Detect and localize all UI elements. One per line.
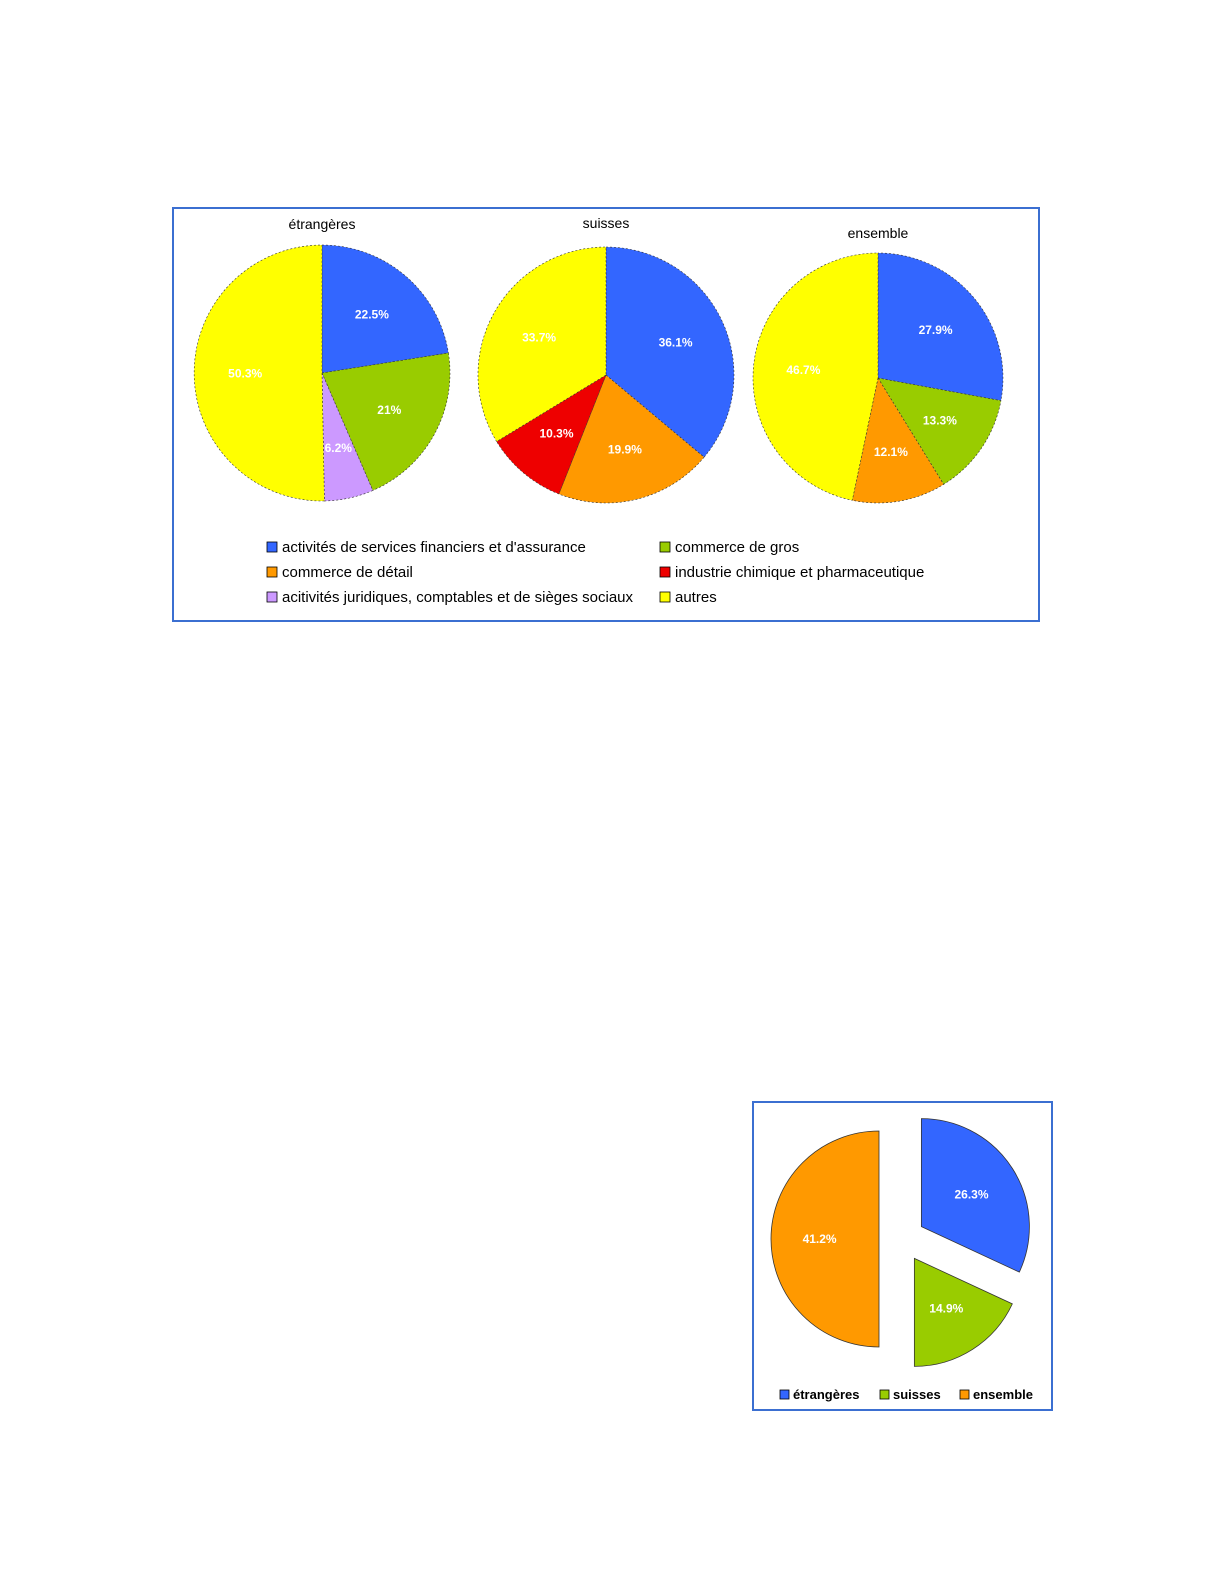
legend-item-autres: autres: [659, 589, 717, 606]
slice-label: 21%: [377, 403, 401, 417]
pie-slice-commerce-de-gros: [321, 352, 451, 491]
pie-ensemble: ensemble 27.9% 13.3% 12.1% 46.7%: [752, 225, 1004, 504]
legend-swatch: [879, 1389, 890, 1400]
legend-label: activités de services financiers et d'as…: [282, 539, 586, 556]
legend-swatch: [266, 566, 278, 578]
slice-label: 46.7%: [786, 363, 820, 377]
legend-label: ensemble: [973, 1387, 1033, 1402]
legend: activités de services financiers et d'as…: [266, 539, 924, 606]
slice-label: 13.3%: [923, 413, 957, 427]
pie-title: étrangères: [289, 216, 356, 232]
slice-label: 50.3%: [228, 367, 262, 381]
slice-label: 41.2%: [803, 1232, 837, 1246]
legend-swatch: [659, 591, 671, 603]
pie-slice-commerce-de-detail: [851, 377, 945, 504]
slice-label: 27.9%: [919, 323, 953, 337]
pie-slice-activites-de-services-financiers-et-d-assurance: [605, 246, 735, 458]
slice-label: 6.2%: [325, 441, 353, 455]
legend-item-etrangeres: étrangères: [779, 1387, 859, 1402]
pie-slice-suisses: [913, 1257, 1013, 1367]
slice-label: 26.3%: [954, 1188, 988, 1202]
pie-title: suisses: [583, 215, 630, 231]
legend-swatch: [659, 541, 671, 553]
legend-swatch: [266, 541, 278, 553]
pie-slice-autres: [477, 246, 607, 442]
share-pie-chart: 26.3% 14.9% 41.2% étrangères suisses ensemble: [752, 1101, 1053, 1411]
legend-label: acitivités juridiques, comptables et de …: [282, 589, 634, 606]
pie-slice-commerce-de-detail: [558, 374, 705, 504]
pie-slice-commerce-de-gros: [877, 377, 1002, 485]
legend-swatch: [959, 1389, 970, 1400]
legend-item-industrie-chimique-et-pharmaceutique: industrie chimique et pharmaceutique: [659, 564, 924, 581]
legend-label: industrie chimique et pharmaceutique: [675, 564, 924, 581]
legend-item-acitivites-juridiques-comptables-et-de-sieges-sociaux: acitivités juridiques, comptables et de …: [266, 589, 634, 606]
sector-pie-charts: étrangères 22.5% 21% 6.2% 50.3% suisses 36.1% 1…: [172, 207, 1040, 622]
legend-item-ensemble: ensemble: [959, 1387, 1033, 1402]
exploded-pie: 26.3% 14.9% 41.2%: [770, 1118, 1030, 1367]
legend-swatch: [779, 1389, 790, 1400]
pie-etrangeres: étrangères 22.5% 21% 6.2% 50.3%: [193, 216, 451, 502]
pie-slice-industrie-chimique-et-pharmaceutique: [496, 374, 607, 495]
legend-label: autres: [675, 589, 717, 606]
pie-title: ensemble: [848, 225, 909, 241]
legend-item-activites-de-services-financiers-et-d-assurance: activités de services financiers et d'as…: [266, 539, 586, 556]
legend-label: commerce de gros: [675, 539, 799, 556]
slice-label: 22.5%: [355, 308, 389, 322]
slice-label: 36.1%: [659, 336, 693, 350]
pie-slice-etrangeres: [920, 1118, 1030, 1273]
slice-label: 19.9%: [608, 442, 642, 456]
legend-item-commerce-de-gros: commerce de gros: [659, 539, 799, 556]
share-pie-chart-canvas: 26.3% 14.9% 41.2% étrangères suisses ensemble: [770, 1118, 1033, 1402]
slice-label: 12.1%: [874, 445, 908, 459]
legend-item-commerce-de-detail: commerce de détail: [266, 564, 413, 581]
legend-label: commerce de détail: [282, 564, 413, 581]
pie-suisses: suisses 36.1% 19.9% 10.3% 33.7%: [477, 215, 735, 504]
legend-swatch: [659, 566, 671, 578]
legend-item-suisses: suisses: [879, 1387, 941, 1402]
sector-pie-charts-canvas: étrangères 22.5% 21% 6.2% 50.3% suisses 36.1% 1…: [193, 215, 1004, 606]
slice-label: 33.7%: [522, 330, 556, 344]
pie-slice-autres: [193, 244, 325, 502]
legend: étrangères suisses ensemble: [779, 1387, 1033, 1402]
legend-swatch: [266, 591, 278, 603]
pie-slice-ensemble: [770, 1130, 880, 1348]
pie-slice-activites-de-services-financiers-et-d-assurance: [877, 252, 1004, 401]
legend-label: suisses: [893, 1387, 941, 1402]
pie-slice-autres: [752, 252, 879, 501]
pie-slice-activites-de-services-financiers-et-d-assurance: [321, 244, 449, 374]
legend-label: étrangères: [793, 1387, 859, 1402]
slice-label: 14.9%: [929, 1302, 963, 1316]
slice-label: 10.3%: [539, 427, 573, 441]
